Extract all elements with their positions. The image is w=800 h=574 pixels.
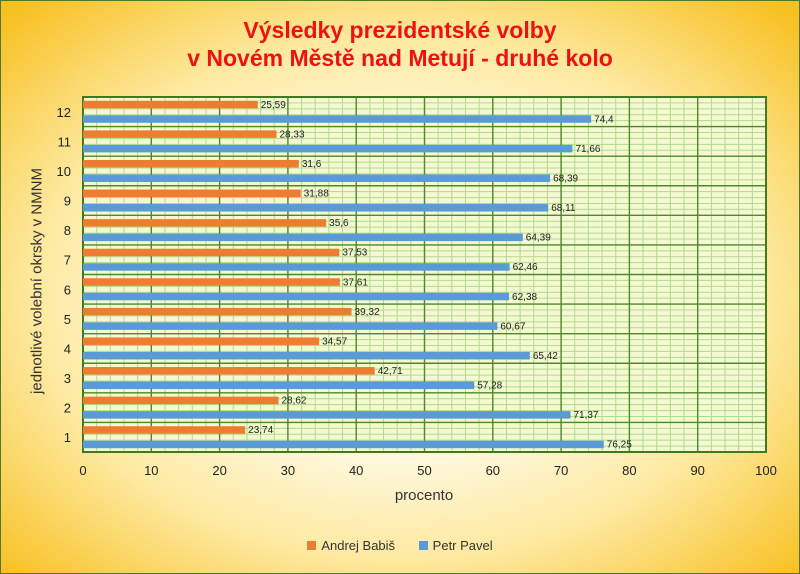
bar-pavel (83, 411, 571, 419)
data-label-babis: 31,88 (304, 189, 329, 200)
bar-babis (83, 278, 340, 286)
data-label-pavel: 65,42 (533, 351, 558, 362)
bar-pavel (83, 440, 604, 449)
y-tick-label: 8 (64, 223, 71, 238)
y-tick-label: 11 (58, 134, 72, 149)
data-label-pavel: 71,66 (575, 144, 600, 155)
bar-babis (83, 219, 327, 227)
y-tick-label: 4 (64, 341, 71, 356)
x-tick-label: 60 (486, 463, 500, 478)
data-label-babis: 37,53 (342, 248, 367, 259)
data-label-babis: 39,32 (355, 307, 380, 318)
legend-item-pavel: Petr Pavel (418, 538, 493, 553)
x-tick-label: 50 (417, 463, 431, 478)
x-tick-label: 90 (690, 463, 704, 478)
y-tick-label: 12 (57, 105, 71, 120)
x-tick-label: 20 (212, 463, 226, 478)
y-tick-label: 5 (64, 312, 71, 327)
data-label-babis: 23,74 (248, 425, 273, 436)
x-tick-label: 70 (554, 463, 568, 478)
data-label-pavel: 76,25 (607, 440, 632, 451)
chart-subtitle: v Novém Městě nad Metují - druhé kolo (187, 45, 613, 71)
y-tick-label: 3 (64, 371, 71, 386)
bar-pavel (83, 263, 510, 271)
bar-babis (83, 396, 279, 405)
legend-swatch-babis (307, 541, 317, 551)
y-axis-label: jednotlivé volební okrsky v NMNM (28, 168, 46, 394)
bar-babis (83, 130, 277, 138)
data-label-babis: 37,61 (343, 277, 368, 288)
legend-label-pavel: Petr Pavel (432, 538, 493, 553)
x-tick-label: 40 (349, 463, 363, 478)
bar-pavel (83, 292, 510, 301)
legend-swatch-pavel (418, 541, 428, 551)
bar-babis (83, 159, 299, 168)
data-label-pavel: 60,67 (500, 321, 525, 332)
bar-pavel (83, 381, 475, 390)
bar-pavel (83, 233, 523, 242)
y-tick-label: 9 (64, 194, 71, 209)
data-label-babis: 35,6 (329, 218, 349, 229)
y-tick-label: 6 (64, 282, 71, 297)
data-label-pavel: 68,11 (551, 203, 576, 214)
data-label-babis: 28,62 (281, 396, 306, 407)
x-axis-label: procento (394, 487, 454, 504)
data-label-pavel: 57,28 (477, 381, 502, 392)
data-label-pavel: 64,39 (526, 233, 551, 244)
x-tick-label: 30 (281, 463, 295, 478)
x-tick-label: 80 (622, 463, 636, 478)
bar-pavel (83, 144, 573, 153)
data-label-pavel: 62,38 (512, 292, 537, 303)
data-label-pavel: 74,4 (594, 114, 614, 125)
bar-pavel (83, 351, 530, 360)
y-tick-label: 1 (64, 430, 71, 445)
data-label-babis: 34,57 (322, 336, 347, 347)
y-tick-label: 7 (64, 253, 71, 268)
data-label-babis: 28,33 (279, 129, 304, 140)
data-label-pavel: 71,37 (573, 410, 598, 421)
chart-title: Výsledky prezidentské volby (243, 17, 557, 43)
data-label-babis: 31,6 (302, 159, 322, 170)
bar-pavel (83, 115, 592, 123)
bar-babis (83, 426, 246, 434)
bar-pavel (83, 322, 498, 330)
x-tick-label: 10 (144, 463, 158, 478)
bar-babis (83, 189, 301, 198)
y-tick-label: 2 (64, 401, 71, 416)
y-tick-label: 10 (57, 164, 71, 179)
bar-pavel (83, 204, 549, 212)
data-label-babis: 25,59 (261, 100, 286, 111)
bar-pavel (83, 174, 551, 182)
plot-border (82, 96, 767, 453)
bar-babis (83, 367, 375, 375)
legend: Andrej Babiš Petr Pavel (0, 538, 800, 553)
bar-babis (83, 100, 258, 109)
data-label-babis: 42,71 (378, 366, 403, 377)
bar-babis (83, 307, 352, 316)
data-label-pavel: 68,39 (553, 173, 578, 184)
data-label-pavel: 62,46 (513, 262, 538, 273)
legend-label-babis: Andrej Babiš (321, 538, 396, 553)
x-tick-label: 100 (755, 463, 777, 478)
legend-item-babis: Andrej Babiš (307, 538, 395, 553)
x-tick-label: 0 (79, 463, 86, 478)
bar-babis (83, 248, 340, 257)
bar-babis (83, 337, 320, 345)
